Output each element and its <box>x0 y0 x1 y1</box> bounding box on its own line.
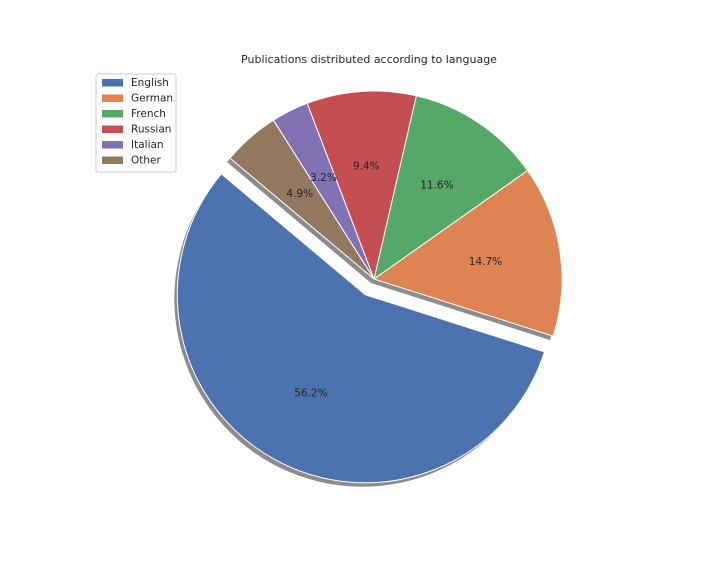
legend-entries: English German French Russian Italian Other <box>102 77 173 167</box>
pct-label-german: 14.7% <box>469 256 502 268</box>
pct-label-russian: 9.4% <box>353 160 380 172</box>
legend-swatch-french <box>102 110 123 118</box>
slice-english <box>176 173 545 484</box>
pct-label-french: 11.6% <box>420 179 453 191</box>
legend-swatch-italian <box>102 141 123 149</box>
pct-label-english: 56.2% <box>294 388 327 400</box>
legend-swatch-english <box>102 79 123 87</box>
legend-label-other: Other <box>131 155 161 167</box>
chart-title: Publications distributed according to la… <box>241 53 497 66</box>
legend-swatch-russian <box>102 125 123 133</box>
pie-slices <box>176 90 563 484</box>
pct-label-italian: 3.2% <box>310 172 337 184</box>
slice-russian <box>306 90 417 280</box>
legend-label-italian: Italian <box>131 139 164 151</box>
legend-label-german: German <box>131 93 173 105</box>
legend: English German French Russian Italian Other <box>95 73 177 173</box>
slice-other <box>229 119 375 280</box>
legend-label-russian: Russian <box>131 124 171 136</box>
legend-label-french: French <box>131 108 166 120</box>
slice-french <box>373 95 529 280</box>
slice-german <box>373 170 563 337</box>
legend-swatch-other <box>102 156 123 164</box>
pie-labels: 56.2% 14.7% 11.6% 9.4% 3.2% 4.9% <box>286 160 502 399</box>
pct-label-other: 4.9% <box>286 188 313 200</box>
legend-label-english: English <box>131 77 169 89</box>
legend-swatch-german <box>102 94 123 102</box>
